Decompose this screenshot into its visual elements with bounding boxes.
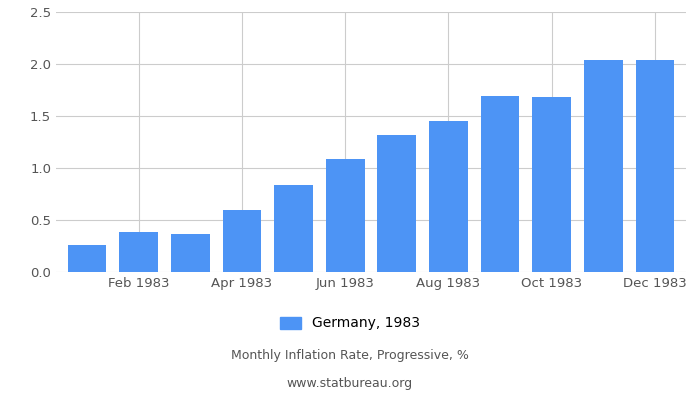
Bar (223, 210, 261, 272)
Bar (481, 96, 519, 272)
Bar (377, 135, 416, 272)
Bar (533, 97, 571, 272)
Bar (68, 245, 106, 272)
Bar (119, 232, 158, 272)
Bar (326, 159, 365, 272)
Bar (429, 121, 468, 272)
Bar (636, 60, 674, 272)
Text: Monthly Inflation Rate, Progressive, %: Monthly Inflation Rate, Progressive, % (231, 350, 469, 362)
Bar (171, 234, 209, 272)
Legend: Germany, 1983: Germany, 1983 (274, 311, 426, 336)
Text: www.statbureau.org: www.statbureau.org (287, 378, 413, 390)
Bar (274, 185, 313, 272)
Bar (584, 60, 623, 272)
